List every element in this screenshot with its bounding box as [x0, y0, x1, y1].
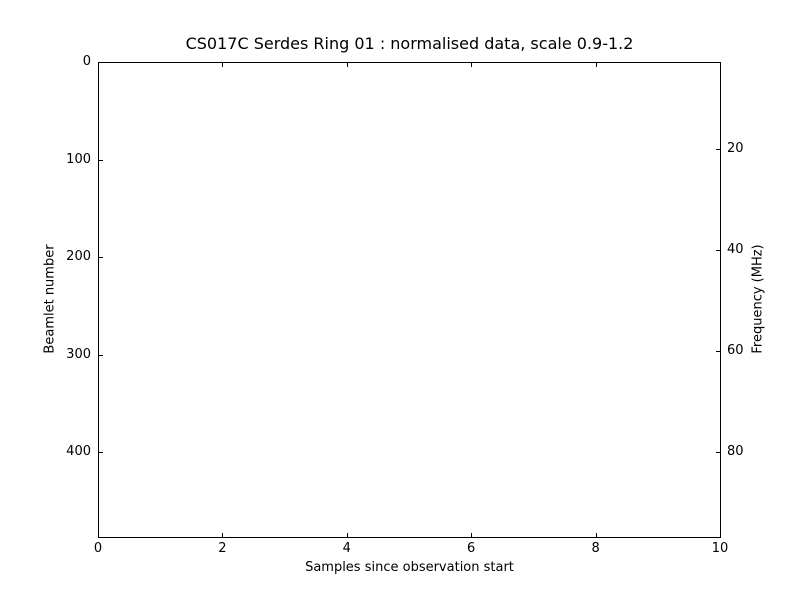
x-axis-tick-label: 8 — [591, 541, 600, 556]
x-axis-tick-label: 0 — [93, 541, 103, 556]
x-axis-tick-bottom — [720, 533, 721, 537]
x-axis-tick-top — [222, 63, 224, 67]
y-axis-right-tick — [716, 351, 720, 353]
y-axis-left-tick-label: 100 — [66, 151, 91, 167]
x-axis-tick-top — [471, 63, 473, 67]
y-axis-left-tick — [99, 452, 103, 454]
y-axis-right-tick-label: 60 — [727, 343, 744, 359]
y-axis-left-tick-label: 400 — [66, 444, 91, 460]
x-axis-tick-bottom — [471, 533, 473, 537]
plot-area — [98, 62, 721, 538]
x-axis-tick-label: 2 — [218, 541, 227, 556]
x-axis-label: Samples since observation start — [305, 560, 514, 575]
y-axis-left-tick — [99, 159, 103, 161]
y-axis-left-tick-label: 200 — [66, 249, 91, 265]
x-axis-tick-top — [720, 63, 721, 67]
y-axis-right-tick — [716, 452, 720, 454]
x-axis-tick-bottom — [346, 533, 348, 537]
x-axis-tick-label: 10 — [711, 541, 729, 556]
x-axis-tick-bottom — [595, 533, 597, 537]
y-axis-right-tick-label: 40 — [727, 241, 744, 257]
y-axis-right-tick-label: 80 — [727, 444, 744, 460]
chart-title: CS017C Serdes Ring 01 : normalised data,… — [185, 34, 634, 53]
y-axis-left-tick-label: 0 — [82, 54, 91, 69]
y-axis-left-tick — [99, 62, 103, 63]
y-axis-right-tick-label: 20 — [727, 140, 744, 156]
y-axis-right-tick — [716, 249, 720, 251]
x-axis-tick-bottom — [98, 533, 99, 537]
y-axis-left-tick-label: 300 — [66, 346, 91, 362]
y-axis-left-tick — [99, 354, 103, 356]
y-axis-left-tick — [99, 257, 103, 259]
x-axis-tick-bottom — [222, 533, 224, 537]
x-axis-tick-top — [346, 63, 348, 67]
x-axis-tick-label: 4 — [342, 541, 351, 556]
x-axis-tick-top — [98, 63, 99, 67]
y-axis-label-left: Beamlet number — [42, 244, 58, 354]
y-axis-right-tick — [716, 148, 720, 150]
x-axis-tick-top — [595, 63, 597, 67]
y-axis-label-right: Frequency (MHz) — [750, 244, 766, 354]
x-axis-tick-label: 6 — [467, 541, 476, 556]
